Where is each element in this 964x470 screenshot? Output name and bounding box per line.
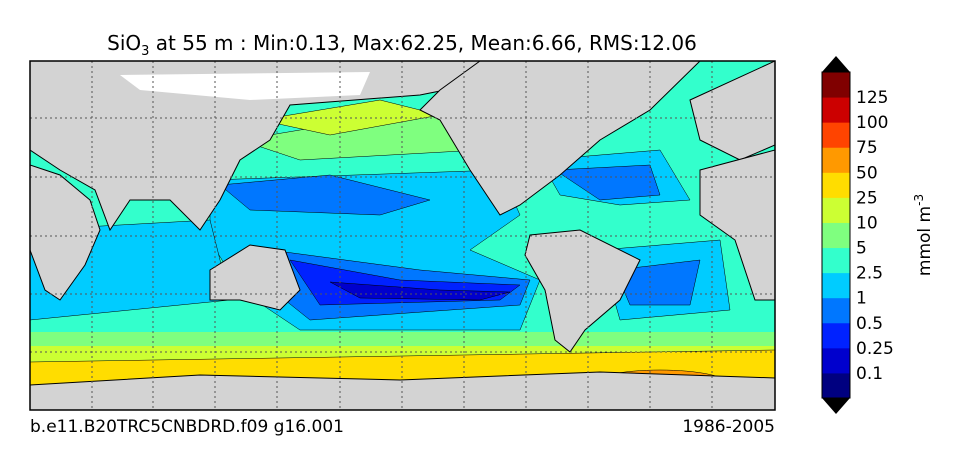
ice	[120, 72, 370, 100]
colorbar-unit-exponent: -3	[912, 194, 926, 206]
colorbar-tick-label: 10	[856, 213, 878, 233]
colorbar-tick-label: 0.25	[856, 339, 894, 359]
colorbar-tick-label: 125	[856, 88, 888, 108]
colorbar-box	[822, 272, 850, 299]
colorbar-box	[822, 97, 850, 123]
colorbar-box	[822, 297, 850, 324]
colorbar-tick-label: 75	[856, 138, 878, 158]
colorbar-tick-label: 100	[856, 113, 888, 133]
colorbar-tick-label: 1	[856, 289, 867, 309]
graticule	[30, 61, 775, 410]
grid-lines	[30, 61, 775, 410]
footer-right: 1986-2005	[682, 417, 775, 437]
colorbar-extend-bottom	[822, 398, 850, 414]
field-patch	[554, 164, 661, 201]
colorbar-box	[822, 147, 850, 173]
colorbar-label: mmol m-3	[912, 194, 935, 276]
title-rest: at 55 m : Min:0.13, Max:62.25, Mean:6.66…	[149, 31, 696, 55]
colorbar-tick-label: 2.5	[856, 264, 883, 284]
colorbar-box	[822, 72, 850, 98]
map	[30, 61, 775, 410]
map-frame	[29, 60, 776, 411]
africa	[30, 164, 101, 301]
colorbar-box	[822, 172, 850, 198]
europe	[689, 61, 775, 161]
south-america	[524, 229, 641, 353]
colorbar-frame	[821, 71, 851, 399]
colorbar-box	[822, 197, 850, 223]
footer-left: b.e11.B20TRC5CNBDRD.f09 g16.001	[30, 417, 344, 437]
title-variable: SiO	[107, 31, 141, 55]
field-patch	[329, 281, 511, 301]
colorbar-tick-label: 0.5	[856, 314, 883, 334]
colorbar-unit: mmol m	[915, 206, 935, 276]
colorbar-tick-label: 0.1	[856, 364, 883, 384]
title: SiO3 at 55 m : Min:0.13, Max:62.25, Mean…	[107, 31, 697, 59]
title-subscript: 3	[141, 44, 149, 59]
colorbar-box	[822, 322, 850, 349]
colorbar-box	[822, 247, 850, 274]
colorbar-tick-label: 5	[856, 239, 867, 259]
colorbar-box	[822, 122, 850, 148]
colorbar-box	[822, 222, 850, 249]
colorbar-extend-top	[822, 56, 850, 72]
colorbar-box	[822, 372, 850, 399]
colorbar-box	[822, 347, 850, 374]
colorbar-tick-label: 50	[856, 163, 878, 183]
africa-east	[699, 149, 775, 301]
colorbar-tick-label: 25	[856, 188, 878, 208]
colorbar: 0.1 0.25 0.5 1 2.5 5 10 25 50 75 100 125	[821, 56, 894, 414]
